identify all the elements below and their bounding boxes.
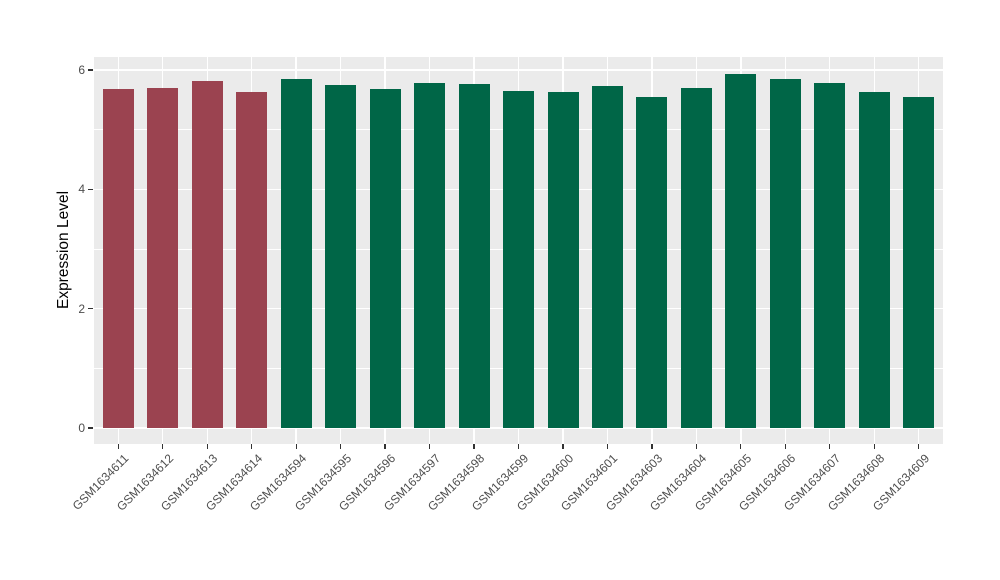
x-tick-mark (251, 444, 253, 449)
y-tick-label: 2 (78, 301, 85, 316)
bar-GSM1634601 (591, 86, 623, 428)
y-tick-mark (88, 69, 93, 71)
bar-GSM1634599 (503, 90, 534, 428)
x-tick-mark (295, 444, 297, 449)
bar-GSM1634607 (814, 82, 846, 428)
bar-GSM1634594 (280, 78, 312, 428)
bar-GSM1634612 (147, 87, 179, 428)
bar-GSM1634595 (325, 84, 357, 428)
bar-GSM1634596 (369, 88, 401, 428)
x-tick-mark (517, 444, 520, 449)
y-tick-label: 6 (78, 63, 85, 77)
bar-GSM1634603 (636, 96, 668, 428)
bar-GSM1634613 (191, 80, 223, 428)
x-tick-mark (651, 444, 653, 449)
x-tick-mark (340, 444, 342, 449)
x-tick-mark (740, 444, 742, 449)
y-tick-mark (88, 427, 93, 429)
x-tick-mark (384, 444, 386, 449)
x-tick-mark (117, 444, 119, 449)
x-tick-mark (606, 444, 609, 449)
bar-GSM1634600 (547, 91, 579, 428)
x-tick-mark (562, 444, 564, 449)
plot-area (94, 57, 943, 444)
bar-GSM1634597 (414, 82, 446, 428)
bar-GSM1634609 (903, 97, 935, 428)
bar-GSM1634611 (102, 88, 134, 428)
y-tick-label: 0 (78, 421, 85, 435)
x-tick-mark (784, 444, 786, 449)
x-tick-mark (428, 444, 431, 449)
x-tick-mark (473, 444, 475, 449)
x-tick-mark (162, 444, 164, 449)
x-tick-mark (873, 444, 875, 449)
bar-GSM1634598 (458, 83, 490, 428)
bar-GSM1634606 (769, 78, 801, 428)
bar-GSM1634614 (236, 91, 268, 428)
bar-GSM1634604 (680, 87, 712, 428)
bar-GSM1634605 (725, 74, 757, 428)
bar-GSM1634608 (858, 91, 890, 428)
x-tick-mark (206, 444, 208, 449)
x-tick-mark (695, 444, 697, 449)
x-tick-mark (829, 444, 831, 449)
y-tick-mark (88, 188, 93, 190)
y-axis-title: Expression Level (55, 190, 72, 310)
y-tick-mark (88, 308, 93, 310)
y-tick-label: 4 (78, 182, 85, 197)
x-tick-mark (918, 444, 920, 449)
